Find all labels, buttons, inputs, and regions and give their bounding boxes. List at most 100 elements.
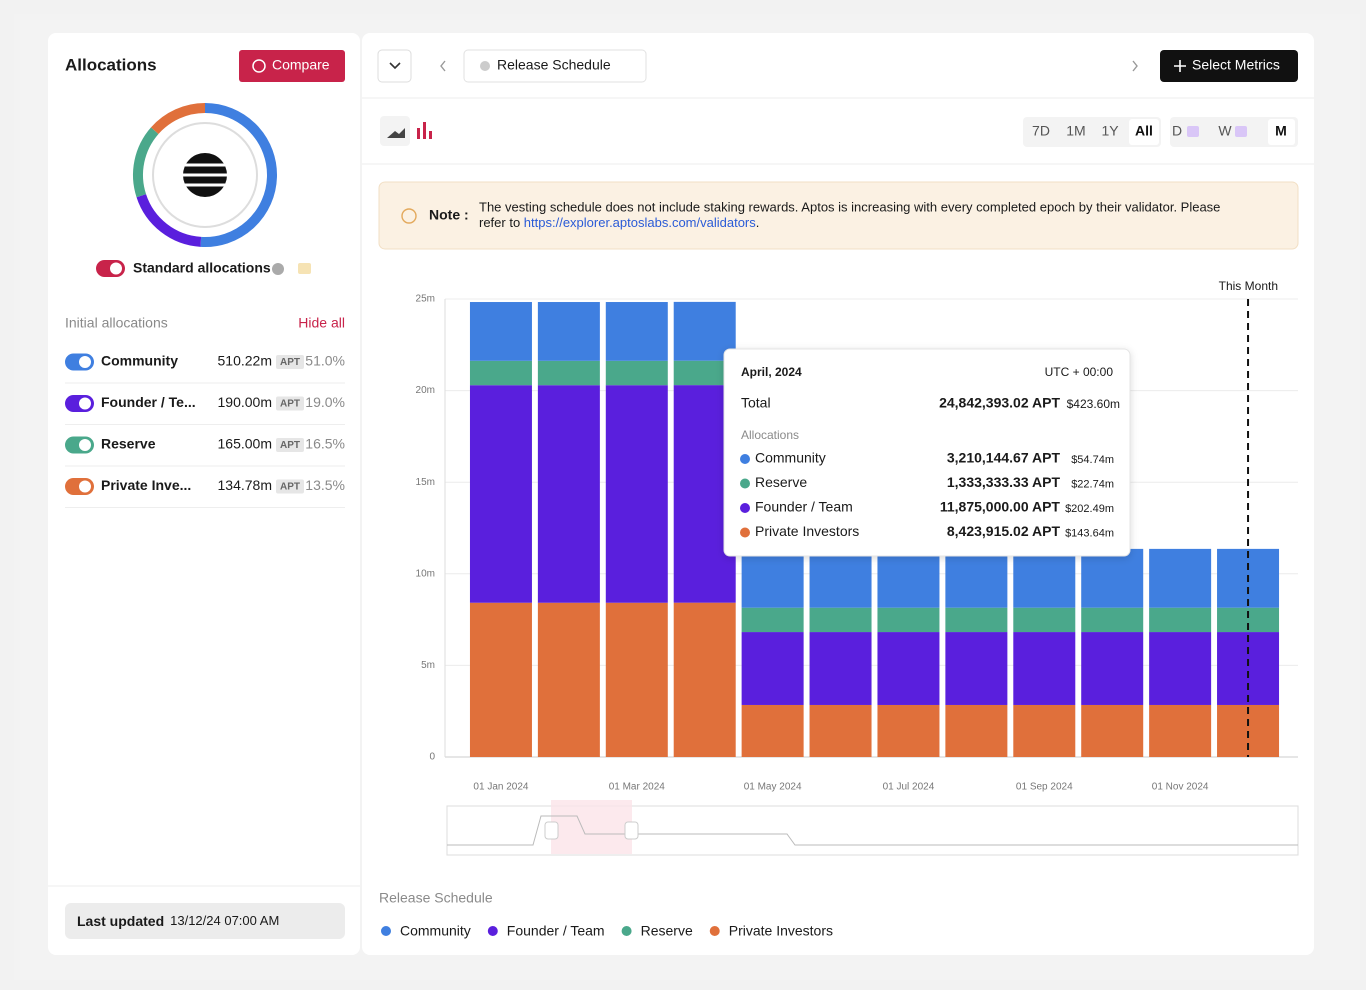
row-name: Founder / Te... [101,394,196,410]
bar-segment [809,632,872,705]
interval-button[interactable]: W [1218,123,1232,139]
active-button [1129,119,1159,145]
select-metrics-button[interactable] [1160,50,1298,82]
bar-segment [537,602,600,757]
range-button[interactable]: All [1135,123,1153,139]
interval-button[interactable]: M [1275,123,1287,139]
bar-segment [1081,548,1144,608]
bar-segment [537,385,600,603]
bar-segment [741,704,804,757]
toggle-knob [79,356,91,368]
row-share: 51.0% [305,353,345,369]
premium-icon [298,263,311,274]
donut-segment [150,103,206,135]
interval-button[interactable]: D [1172,123,1182,139]
bar-segment [741,607,804,633]
token-logo-lines [183,163,227,187]
note-icon [401,208,417,224]
tooltip-total-label: Total [741,395,771,411]
x-tick-label: 01 May 2024 [744,782,802,793]
bar-segment [945,607,1008,633]
dropdown[interactable] [377,49,412,83]
tooltip-box [723,348,1131,557]
tooltip-amount: 1,333,333.33 APT [947,474,1061,490]
navigator-handle[interactable] [624,821,639,840]
row-amount: 165.00m [218,436,272,452]
legend-label[interactable]: Community [400,923,471,939]
row-unit: APT [280,440,300,451]
tooltip-swatch [740,503,750,513]
compare-button[interactable] [239,50,345,82]
bar-segment [469,302,532,361]
bar-segment [1149,548,1212,608]
unit-badge [276,438,304,452]
legend-title: Release Schedule [379,890,493,906]
range-button[interactable]: 1Y [1101,123,1119,139]
tooltip-amount: 11,875,000.00 APT [940,499,1061,515]
tooltip-swatch [740,527,750,538]
premium-icon [1187,126,1199,137]
tooltip-timezone: UTC + 00:00 [1045,365,1114,379]
next[interactable] [1132,60,1138,72]
donut-segment [136,193,202,247]
legend-swatch [621,926,632,936]
legend-label[interactable]: Private Investors [729,923,833,939]
tooltip-total-usd: $423.60m [1067,397,1120,411]
navigator-selection[interactable] [551,800,632,854]
tooltip-name: Reserve [755,474,807,490]
navigator-line [447,815,1298,846]
row-share: 19.0% [305,394,345,410]
tooltip-amount: 8,423,915.02 APT [947,523,1061,539]
row-amount: 134.78m [218,477,272,493]
range-button[interactable]: 1M [1066,123,1085,139]
bar-segment [1013,632,1076,705]
bar-chart-icon [417,122,432,139]
bar-segment [537,360,600,386]
unit-badge [276,355,304,369]
note-text: refer to [479,215,524,230]
range-button[interactable]: 7D [1032,123,1050,139]
y-tick-label: 10m [416,568,435,579]
row-share: 16.5% [305,436,345,452]
info-icon[interactable] [272,263,284,275]
bar-segment [605,385,668,603]
last-updated-box [65,903,345,939]
tooltip-title: April, 2024 [741,365,802,379]
tooltip: April, 2024 UTC + 00:00 Total 24,842,393… [723,348,1131,557]
tooltip-name: Community [755,450,826,466]
toggle-knob [79,480,91,493]
y-tick-label: 15m [416,477,435,488]
note-link[interactable]: https://explorer.aptoslabs.com/validator… [524,215,756,230]
bar-segment [537,302,600,361]
x-tick-label: 01 Jan 2024 [473,782,528,793]
hide-all[interactable]: Hide all [298,315,345,331]
legend-label[interactable]: Founder / Team [507,923,605,939]
bar-segment [741,548,804,608]
prev[interactable] [440,60,446,72]
toggle-knob [79,397,91,410]
bar-segment [1013,607,1076,633]
tooltip-name: Private Investors [755,523,859,539]
x-tick-label: 01 Nov 2024 [1152,782,1209,793]
bar-segment [469,385,532,603]
metric-pill[interactable] [463,49,647,83]
tooltip-section: Allocations [741,428,799,442]
navigator-handle[interactable] [544,821,559,840]
x-tick-label: 01 Sep 2024 [1016,782,1073,793]
bar-segment [809,704,872,757]
section-label: Initial allocations [65,315,168,331]
y-tick-label: 5m [421,660,435,671]
row-unit: APT [280,399,300,410]
tooltip-usd: $22.74m [1071,478,1114,490]
bar-segment [877,548,940,608]
standard-label: Standard allocations [133,260,271,276]
legend-label[interactable]: Reserve [641,923,693,939]
bar-segment [469,602,532,757]
tooltip-amount: 3,210,144.67 APT [947,450,1061,466]
toggle-knob [110,262,122,275]
bar-segment [1081,704,1144,757]
bar-segment [809,607,872,633]
line-chart-icon [387,128,405,138]
compare-label: Compare [272,57,330,73]
bar-segment [945,632,1008,705]
